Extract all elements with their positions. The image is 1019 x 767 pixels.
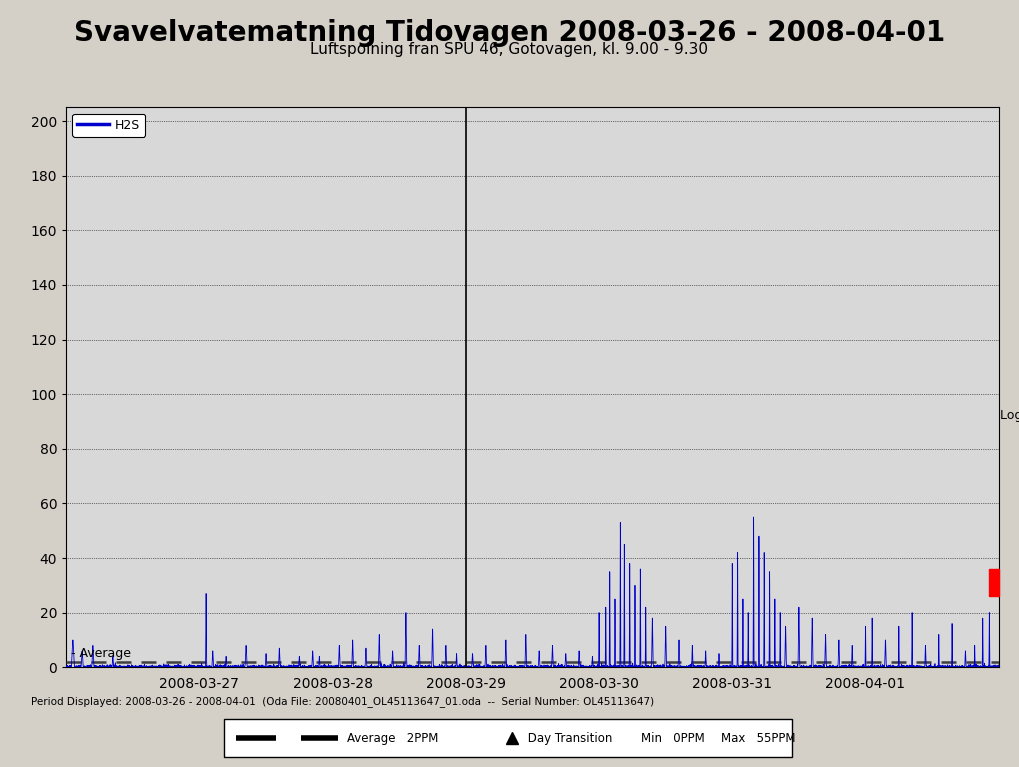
Bar: [989, 569, 999, 596]
Text: Svavelvatematning Tidovagen 2008-03-26 - 2008-04-01: Svavelvatematning Tidovagen 2008-03-26 -…: [74, 19, 945, 48]
Text: Min   0PPM: Min 0PPM: [641, 732, 704, 745]
Text: Max   55PPM: Max 55PPM: [720, 732, 795, 745]
Text: Luftspolning fran SPU 46, Gotovagen, kl. 9.00 - 9.30: Luftspolning fran SPU 46, Gotovagen, kl.…: [311, 42, 708, 58]
FancyBboxPatch shape: [224, 719, 792, 757]
Text: - Average: - Average: [71, 647, 130, 660]
Text: Log Stop: Log Stop: [1001, 409, 1019, 422]
Legend: H2S: H2S: [72, 114, 146, 137]
Text: Average   2PPM: Average 2PPM: [346, 732, 438, 745]
Text: Period Displayed: 2008-03-26 - 2008-04-01  (Oda File: 20080401_OL45113647_01.oda: Period Displayed: 2008-03-26 - 2008-04-0…: [31, 696, 654, 707]
Text: Day Transition: Day Transition: [524, 732, 612, 745]
